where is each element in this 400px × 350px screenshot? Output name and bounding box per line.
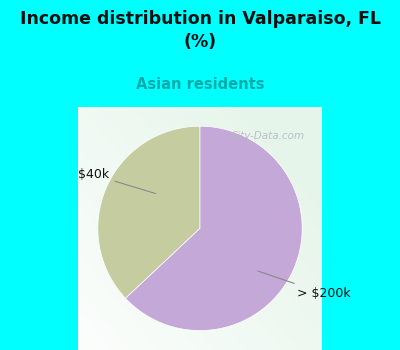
- Text: Asian residents: Asian residents: [136, 77, 264, 92]
- Text: Income distribution in Valparaiso, FL
(%): Income distribution in Valparaiso, FL (%…: [20, 10, 380, 51]
- Wedge shape: [98, 126, 200, 298]
- Text: > $200k: > $200k: [258, 271, 351, 300]
- Wedge shape: [126, 126, 302, 330]
- Text: $40k: $40k: [78, 168, 156, 194]
- Text: City-Data.com: City-Data.com: [231, 131, 305, 141]
